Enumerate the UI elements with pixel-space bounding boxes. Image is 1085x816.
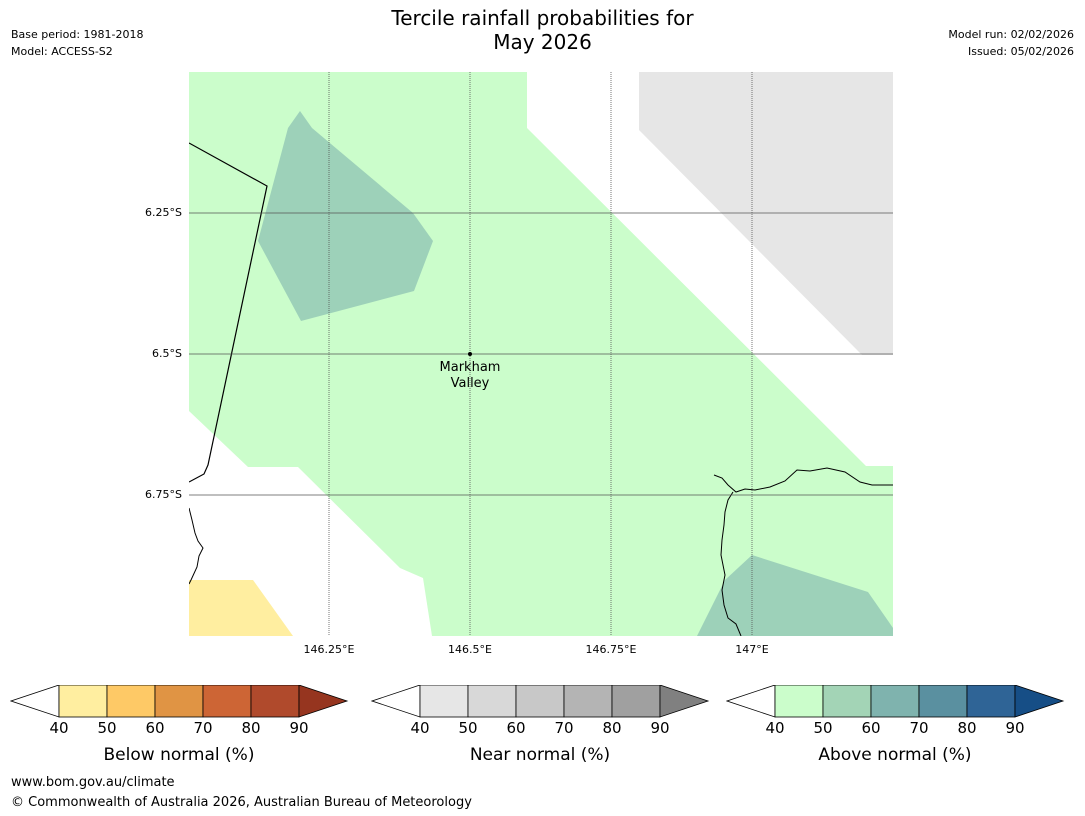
cbar-above-tick: 90 (1005, 719, 1025, 737)
cbar-below-tick: 90 (289, 719, 309, 737)
model-run-text: Model run: 02/02/2026 (948, 28, 1074, 41)
issued-text: Issued: 05/02/2026 (967, 45, 1074, 58)
colorbar-above-swatch (822, 685, 872, 718)
lat-label-6-25: 6.25°S (145, 206, 182, 219)
cbar-near-tick: 40 (410, 719, 430, 737)
colorbar-above-swatch (774, 685, 824, 718)
region-above-50-southeast (697, 555, 893, 636)
cbar-near-tick: 60 (506, 719, 526, 737)
cbar-below-tick: 50 (97, 719, 117, 737)
place-label-line-1: Markham (439, 360, 501, 375)
colorbar-near-swatch (419, 685, 469, 718)
cbar-above-tick: 40 (765, 719, 785, 737)
region-above-50-northwest (258, 111, 433, 321)
colorbar-above-swatch (966, 685, 1016, 718)
meridians (328, 72, 753, 636)
meta-left: Base period: 1981-2018 Model: ACCESS-S2 (11, 26, 143, 60)
colorbar-near-swatch (467, 685, 517, 718)
colorbar-below-swatch (202, 685, 252, 718)
colorbar-near-swatch (611, 685, 661, 718)
cbar-below-tick: 40 (49, 719, 69, 737)
cbar-below-tick: 60 (145, 719, 165, 737)
colorbar-near-swatch (515, 685, 565, 718)
cbar-near-tick: 70 (554, 719, 574, 737)
cbar-above-tick: 80 (957, 719, 977, 737)
cbar-above-tick: 50 (813, 719, 833, 737)
region-below-40 (189, 580, 293, 636)
lon-label-147: 147°E (735, 643, 769, 656)
cbar-below-tick: 70 (193, 719, 213, 737)
meta-right: Model run: 02/02/2026 Issued: 05/02/2026 (948, 26, 1074, 60)
cbar-below-tick: 80 (241, 719, 261, 737)
colorbar-near-normal (371, 685, 710, 718)
place-label-markham-valley: Markham Valley (420, 360, 520, 392)
border-line (189, 142, 268, 483)
colorbar-below-label: Below normal (%) (103, 745, 255, 765)
region-near-40 (639, 72, 893, 355)
colorbar-near-label: Near normal (%) (469, 745, 611, 765)
colorbar-above-label: Above normal (%) (818, 745, 972, 765)
gridlines (189, 212, 893, 496)
coastline-southwest (189, 507, 204, 585)
base-period-text: Base period: 1981-2018 (11, 28, 144, 41)
colorbar-near-swatch (563, 685, 613, 718)
footer-copyright: © Commonwealth of Australia 2026, Austra… (11, 795, 472, 810)
lat-label-6-5: 6.5°S (152, 347, 182, 360)
colorbar-below-normal (10, 685, 349, 718)
model-text: Model: ACCESS-S2 (11, 45, 113, 58)
place-label-line-2: Valley (450, 376, 490, 391)
lat-label-6-75: 6.75°S (145, 488, 182, 501)
cbar-near-tick: 50 (458, 719, 478, 737)
lon-label-146-75: 146.75°E (585, 643, 637, 656)
colorbar-below-extend-min (10, 685, 60, 718)
colorbar-above-normal (726, 685, 1065, 718)
cbar-above-tick: 60 (861, 719, 881, 737)
colorbar-above-swatch (870, 685, 920, 718)
colorbar-below-swatch (106, 685, 156, 718)
map-canvas[interactable] (0, 0, 1085, 680)
place-marker[interactable] (468, 352, 472, 356)
chart-title: Tercile rainfall probabilities for May 2… (0, 6, 1085, 54)
colorbar-above-extend-min (726, 685, 776, 718)
lon-label-146-5: 146.5°E (448, 643, 492, 656)
coastline-huon-gulf (720, 491, 742, 636)
lon-label-146-25: 146.25°E (303, 643, 355, 656)
title-line-2: May 2026 (493, 30, 592, 54)
cbar-near-tick: 80 (602, 719, 622, 737)
colorbar-below-swatch (58, 685, 108, 718)
colorbar-above-swatch (918, 685, 968, 718)
footer-url[interactable]: www.bom.gov.au/climate (11, 775, 175, 790)
colorbar-below-extend-max (298, 685, 349, 718)
cbar-above-tick: 70 (909, 719, 929, 737)
cbar-near-tick: 90 (650, 719, 670, 737)
colorbar-below-swatch (154, 685, 204, 718)
coastline-east (713, 467, 893, 493)
colorbar-near-extend-max (659, 685, 710, 718)
colorbar-near-extend-min (371, 685, 421, 718)
colorbar-above-extend-max (1014, 685, 1065, 718)
title-line-1: Tercile rainfall probabilities for (391, 6, 694, 30)
colorbar-below-swatch (250, 685, 300, 718)
